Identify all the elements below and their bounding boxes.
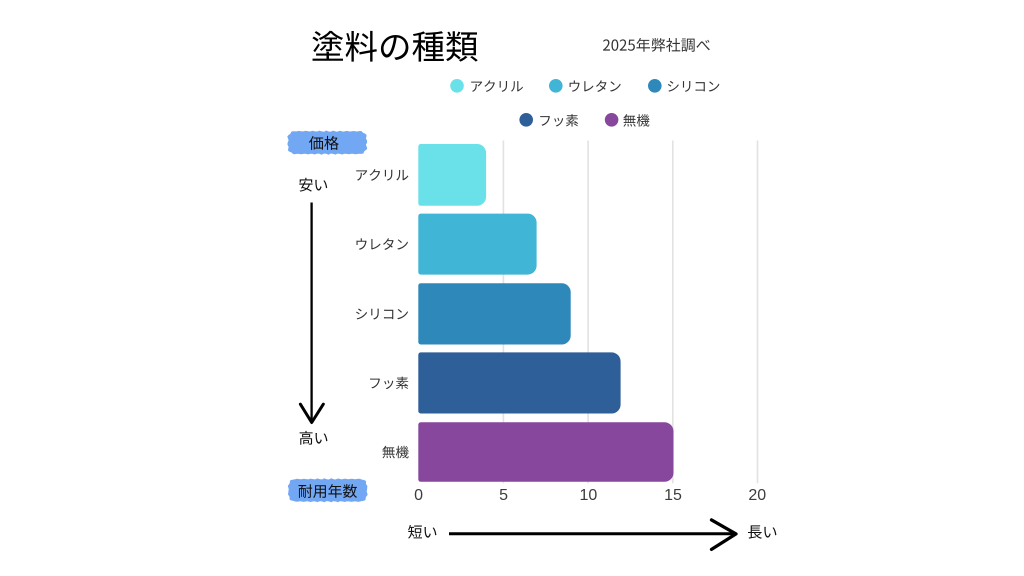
svg-text:20: 20: [748, 487, 766, 504]
svg-text:0: 0: [414, 487, 423, 504]
svg-text:10: 10: [580, 487, 598, 504]
svg-text:5: 5: [499, 487, 508, 504]
svg-text:15: 15: [664, 487, 682, 504]
